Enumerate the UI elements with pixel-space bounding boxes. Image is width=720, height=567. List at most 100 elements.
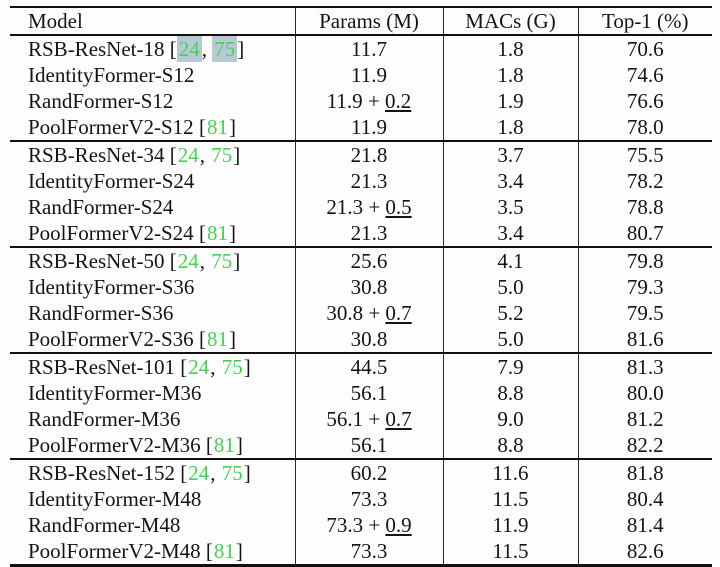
- params-value: 21.3: [350, 221, 388, 245]
- macs-cell: 9.0: [442, 406, 578, 432]
- params-cell: 11.9 + 0.2: [294, 88, 443, 114]
- citation-link[interactable]: 24: [177, 143, 199, 167]
- citation-link[interactable]: 81: [213, 433, 235, 457]
- model-cell: RandFormer-S24: [10, 194, 295, 220]
- model-cell: IdentityFormer-S12: [10, 62, 295, 88]
- params-value: 21.3: [326, 195, 364, 219]
- macs-cell: 3.5: [442, 194, 578, 220]
- model-name: IdentityFormer-S12: [28, 63, 195, 87]
- top1-cell: 74.6: [577, 62, 712, 88]
- top1-cell: 80.7: [577, 220, 712, 247]
- top1-cell: 79.8: [577, 246, 712, 274]
- model-cell: PoolFormerV2-M48 [81]: [10, 538, 295, 567]
- header-row: Model Params (M) MACs (G) Top-1 (%): [10, 6, 712, 36]
- table-row: RandFormer-M48 73.3 + 0.9 11.9 81.4: [10, 512, 712, 538]
- model-cell: RSB-ResNet-101 [24, 75]: [10, 352, 295, 380]
- citation-link[interactable]: 24: [188, 461, 210, 485]
- params-value: 30.8: [326, 301, 364, 325]
- params-value: 73.3: [350, 539, 388, 563]
- citation-link[interactable]: 75: [212, 36, 238, 62]
- model-cell: IdentityFormer-M36: [10, 380, 295, 406]
- citation-link[interactable]: 81: [206, 115, 228, 139]
- model-name: RSB-ResNet-50: [28, 249, 165, 273]
- model-name: PoolFormerV2-S24: [28, 221, 194, 245]
- top1-cell: 81.2: [577, 406, 712, 432]
- table-row: RandFormer-M36 56.1 + 0.7 9.0 81.2: [10, 406, 712, 432]
- params-value: 11.7: [351, 37, 387, 61]
- model-cell: RandFormer-S12: [10, 88, 295, 114]
- top1-cell: 82.6: [577, 538, 712, 567]
- citation-group: [24, 75]: [169, 249, 241, 273]
- model-cell: IdentityFormer-S36: [10, 274, 295, 300]
- macs-cell: 1.9: [442, 88, 578, 114]
- params-cell: 11.9: [294, 62, 443, 88]
- macs-cell: 1.8: [442, 114, 578, 141]
- macs-cell: 8.8: [442, 380, 578, 406]
- top1-cell: 78.2: [577, 168, 712, 194]
- model-cell: PoolFormerV2-S12 [81]: [10, 114, 295, 141]
- params-cell: 21.3: [294, 220, 443, 247]
- citation-link[interactable]: 24: [177, 249, 199, 273]
- params-cell: 56.1: [294, 380, 443, 406]
- table-row: IdentityFormer-S24 21.3 3.4 78.2: [10, 168, 712, 194]
- params-cell: 30.8: [294, 326, 443, 353]
- table-row: RandFormer-S24 21.3 + 0.5 3.5 78.8: [10, 194, 712, 220]
- model-name: PoolFormerV2-S36: [28, 327, 194, 351]
- params-value: 56.1: [350, 381, 388, 405]
- macs-cell: 11.9: [442, 512, 578, 538]
- results-table: Model Params (M) MACs (G) Top-1 (%) RSB-…: [10, 6, 712, 567]
- params-value: 11.9: [351, 115, 387, 139]
- citation-link[interactable]: 81: [206, 327, 228, 351]
- citation-link[interactable]: 81: [206, 221, 228, 245]
- params-value: 11.9: [351, 63, 387, 87]
- table-row: PoolFormerV2-M36 [81] 56.1 8.8 82.2: [10, 432, 712, 459]
- params-value: 73.3: [326, 513, 364, 537]
- citation-link[interactable]: 75: [211, 249, 233, 273]
- model-name: RSB-ResNet-34: [28, 143, 165, 167]
- model-cell: RSB-ResNet-50 [24, 75]: [10, 246, 295, 274]
- params-cell: 73.3: [294, 486, 443, 512]
- table-header: Model Params (M) MACs (G) Top-1 (%): [10, 6, 712, 36]
- model-cell: RSB-ResNet-18 [24, 75]: [10, 35, 295, 62]
- macs-cell: 5.2: [442, 300, 578, 326]
- citation-link[interactable]: 24: [188, 355, 210, 379]
- citation-group: [81]: [205, 539, 243, 563]
- params-delta: 0.5: [385, 195, 412, 219]
- macs-cell: 1.8: [442, 35, 578, 62]
- params-value: 11.9: [326, 89, 363, 113]
- macs-cell: 5.0: [442, 274, 578, 300]
- citation-link[interactable]: 75: [211, 143, 233, 167]
- model-name: RSB-ResNet-101: [28, 355, 175, 379]
- macs-cell: 8.8: [442, 432, 578, 459]
- citation-link[interactable]: 75: [221, 461, 243, 485]
- model-cell: PoolFormerV2-S24 [81]: [10, 220, 295, 247]
- model-name: IdentityFormer-S36: [28, 275, 195, 299]
- citation-link[interactable]: 24: [176, 36, 202, 62]
- params-value: 60.2: [350, 461, 388, 485]
- citation-link[interactable]: 75: [221, 355, 243, 379]
- macs-cell: 3.7: [442, 140, 578, 168]
- citation-group: [24, 75]: [169, 143, 241, 167]
- column-header-model: Model: [10, 6, 295, 36]
- citation-link[interactable]: 81: [213, 539, 235, 563]
- params-cell: 73.3: [294, 538, 443, 567]
- params-value: 44.5: [350, 355, 388, 379]
- params-delta: 0.9: [385, 513, 412, 537]
- table-row: IdentityFormer-M36 56.1 8.8 80.0: [10, 380, 712, 406]
- macs-cell: 7.9: [442, 352, 578, 380]
- table-row: PoolFormerV2-S12 [81] 11.9 1.8 78.0: [10, 114, 712, 141]
- column-header-macs: MACs (G): [442, 6, 578, 36]
- citation-group: [81]: [198, 221, 236, 245]
- params-cell: 25.6: [294, 246, 443, 274]
- params-cell: 11.9: [294, 114, 443, 141]
- params-value: 21.8: [350, 143, 388, 167]
- macs-cell: 1.8: [442, 62, 578, 88]
- params-value: 30.8: [350, 327, 388, 351]
- macs-cell: 3.4: [442, 168, 578, 194]
- params-value: 56.1: [326, 407, 364, 431]
- model-cell: PoolFormerV2-S36 [81]: [10, 326, 295, 353]
- params-cell: 11.7: [294, 35, 443, 62]
- citation-group: [24, 75]: [180, 355, 251, 379]
- citation-group: [24, 75]: [180, 461, 251, 485]
- table-row: RSB-ResNet-101 [24, 75] 44.5 7.9 81.3: [10, 352, 712, 380]
